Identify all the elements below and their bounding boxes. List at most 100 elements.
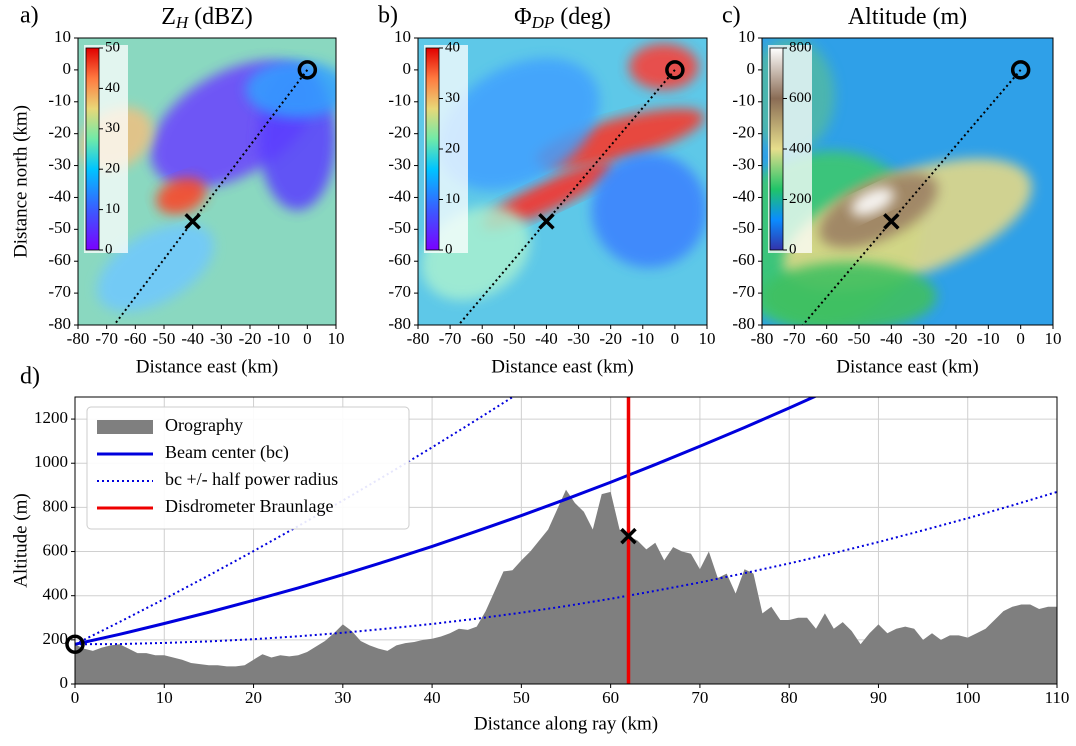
title-unit: (deg) <box>560 4 611 30</box>
legend-label: Beam center (bc) <box>165 442 289 463</box>
x-tick-label: -10 <box>267 329 290 348</box>
x-tick-label: 80 <box>781 688 798 707</box>
field-blob <box>245 60 336 119</box>
radar-marker <box>297 60 318 80</box>
panel-label: a) <box>20 3 39 29</box>
legend-label: bc +/- half power radius <box>165 469 338 489</box>
disdrometer-marker <box>184 213 201 230</box>
y-tick-label: -70 <box>48 282 71 301</box>
y-tick-label: 0 <box>403 59 412 78</box>
y-axis-label: Distance north (km) <box>10 105 31 258</box>
x-axis-label: Distance east (km) <box>836 356 978 377</box>
colorbar-tick-label: 30 <box>105 120 120 136</box>
colorbar-tick-label: 40 <box>105 80 120 96</box>
title-symbol: Z <box>161 4 176 30</box>
colorbar-tick-label: 0 <box>789 241 797 257</box>
y-tick-label: -40 <box>48 186 71 205</box>
x-axis-label: Distance east (km) <box>136 356 278 377</box>
x-tick-label: -20 <box>239 329 262 348</box>
x-tick-label: -40 <box>880 329 903 348</box>
x-tick-label: -10 <box>631 329 654 348</box>
y-tick-label: 10 <box>738 27 755 46</box>
x-tick-label: -70 <box>439 329 462 348</box>
legend-label: Orography <box>165 415 243 435</box>
radar-field <box>78 38 336 325</box>
x-tick-label: -60 <box>815 329 838 348</box>
plot-area <box>75 397 1057 684</box>
colorbar-tick-label: 30 <box>445 90 460 106</box>
y-tick-label: -20 <box>388 123 411 142</box>
title-symbol: Altitude (m) <box>848 4 967 30</box>
colorbar-tick-label: 10 <box>105 201 120 217</box>
x-tick-label: 70 <box>691 688 708 707</box>
marker-stroke <box>620 527 637 545</box>
field-blob <box>482 162 614 230</box>
orography-area <box>75 489 1057 684</box>
y-tick-label: 10 <box>394 27 411 46</box>
axes-frame <box>74 396 1058 685</box>
y-tick-label: 0 <box>60 673 69 692</box>
field-blob <box>96 223 214 312</box>
field-blob <box>536 108 705 169</box>
x-tick-label: -60 <box>124 329 147 348</box>
colorbar-tick-label: 0 <box>105 241 113 257</box>
panel-label: c) <box>722 3 741 29</box>
x-tick-label: -30 <box>912 329 935 348</box>
title-subscript: DP <box>531 13 555 32</box>
x-tick-label: -80 <box>67 329 90 348</box>
y-tick-label: 10 <box>54 27 71 46</box>
y-tick-label: -20 <box>48 123 71 142</box>
x-tick-label: 60 <box>602 688 619 707</box>
x-tick-label: -10 <box>977 329 1000 348</box>
x-tick-label: -50 <box>848 329 871 348</box>
y-tick-label: -30 <box>388 154 411 173</box>
panel-label: d) <box>20 364 40 390</box>
y-tick-label: -50 <box>732 218 755 237</box>
title-unit: (dBZ) <box>194 4 253 30</box>
x-axis-label: Distance along ray (km) <box>474 713 658 734</box>
x-tick-label: 0 <box>1016 329 1025 348</box>
field-blob <box>762 261 937 325</box>
y-tick-label: -20 <box>732 123 755 142</box>
x-tick-label: -50 <box>153 329 176 348</box>
y-tick-label: -50 <box>48 218 71 237</box>
colorbar-tick-label: 10 <box>445 191 460 207</box>
legend-box <box>86 406 410 530</box>
x-tick-label: 50 <box>513 688 530 707</box>
marker-stroke <box>538 213 555 230</box>
y-tick-label: -80 <box>48 314 71 333</box>
colorbar <box>425 47 440 251</box>
axes-frame <box>417 37 708 326</box>
ray-line <box>802 69 1022 325</box>
field-blob <box>438 58 600 191</box>
panel-label: b) <box>378 3 398 29</box>
x-tick-label: 10 <box>156 688 173 707</box>
field-blob <box>628 43 699 90</box>
x-tick-label: -20 <box>599 329 622 348</box>
y-tick-label: -40 <box>388 186 411 205</box>
x-tick-label: 110 <box>1045 688 1070 707</box>
colorbar <box>769 47 784 251</box>
x-tick-label: 10 <box>699 329 716 348</box>
colorbar-tick-label: 20 <box>445 140 460 156</box>
y-tick-label: -70 <box>732 282 755 301</box>
x-tick-label: -20 <box>945 329 968 348</box>
disdrometer-marker <box>538 213 555 230</box>
x-tick-label: 0 <box>71 688 80 707</box>
colorbar-tick-label: 0 <box>445 241 453 257</box>
colorbar-tick-label: 600 <box>789 90 812 106</box>
title-symbol: Φ <box>514 4 532 30</box>
y-tick-label: 200 <box>43 629 69 648</box>
x-tick-label: -80 <box>407 329 430 348</box>
axes-frame <box>761 37 1054 326</box>
colorbar <box>85 47 100 251</box>
colorbar-tick-label: 200 <box>789 191 812 207</box>
x-tick-label: -40 <box>535 329 558 348</box>
x-tick-label: -60 <box>471 329 494 348</box>
marker-stroke <box>184 213 201 230</box>
x-tick-label: -40 <box>181 329 204 348</box>
x-tick-label: -50 <box>503 329 526 348</box>
field-blob <box>850 187 895 216</box>
y-tick-label: 0 <box>747 59 756 78</box>
